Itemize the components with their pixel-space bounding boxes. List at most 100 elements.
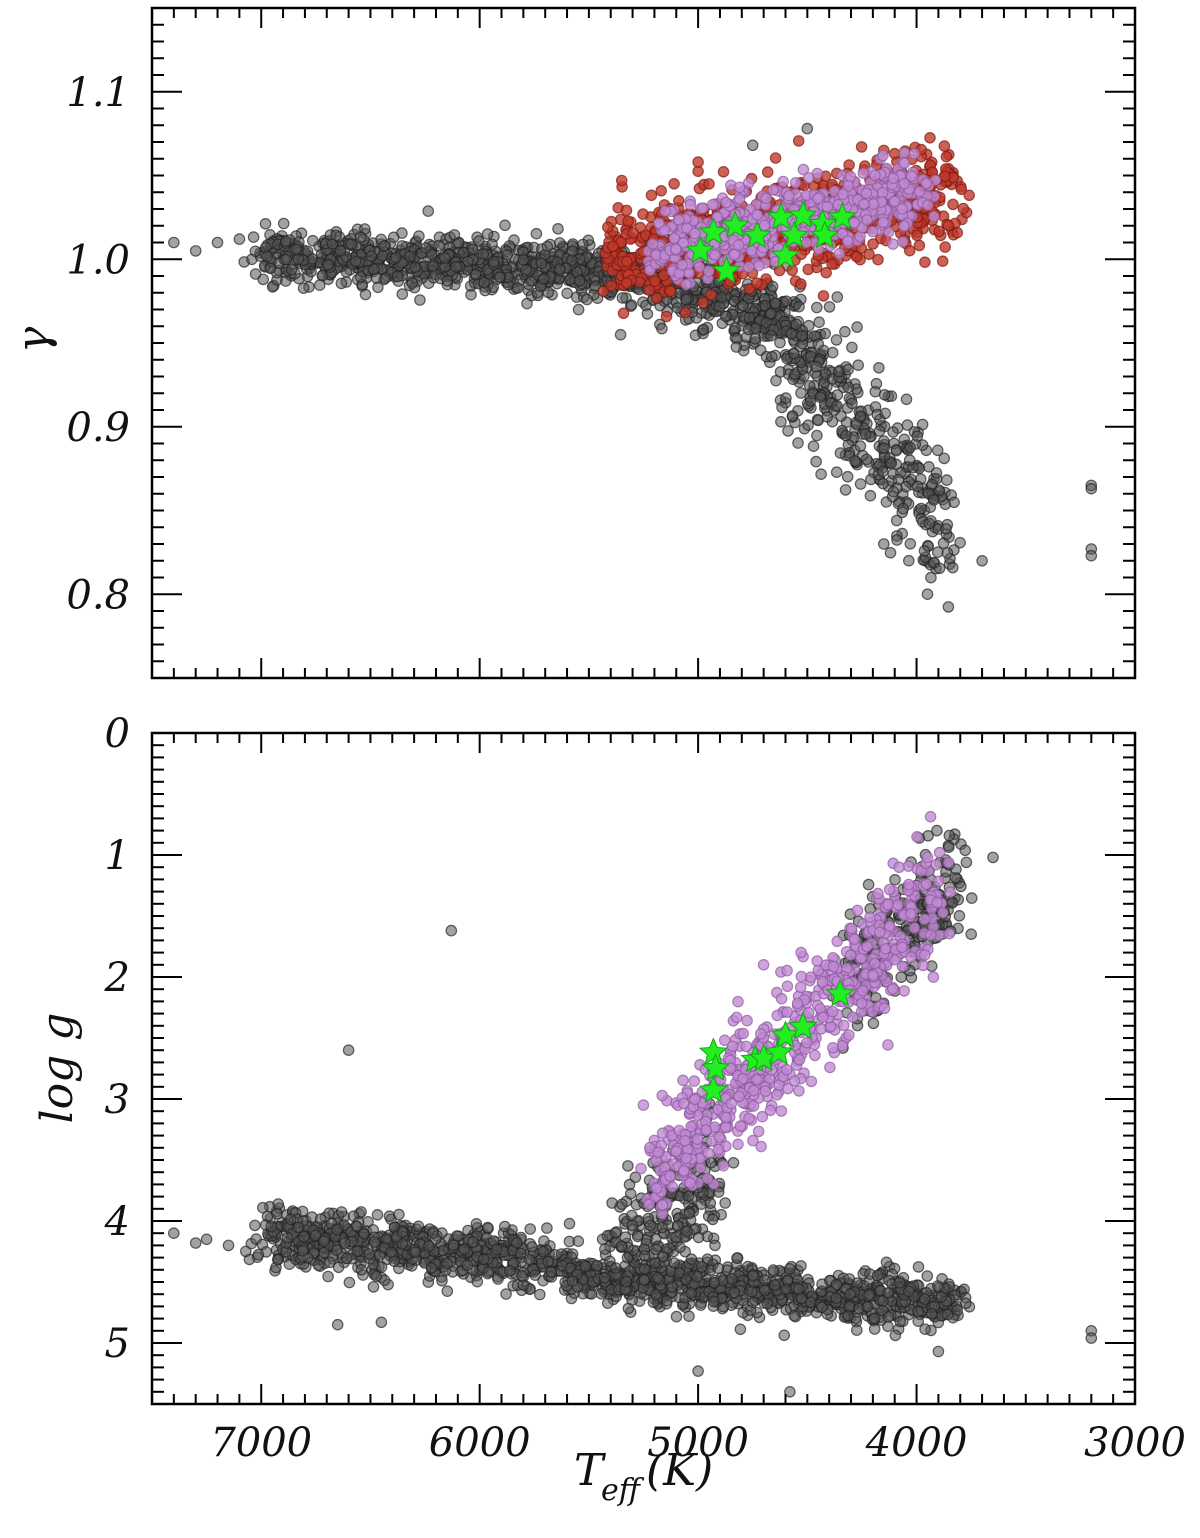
data-point bbox=[912, 1261, 925, 1273]
data-point bbox=[789, 368, 801, 381]
data-point bbox=[852, 359, 864, 371]
data-point bbox=[441, 275, 454, 287]
data-point bbox=[530, 227, 543, 240]
data-point bbox=[890, 514, 903, 527]
data-point bbox=[890, 444, 903, 457]
data-point bbox=[887, 485, 900, 498]
data-point bbox=[858, 198, 870, 210]
data-point bbox=[830, 466, 843, 478]
data-point bbox=[749, 322, 762, 334]
data-point bbox=[853, 1302, 865, 1315]
data-point bbox=[946, 561, 959, 574]
plot-area bbox=[168, 810, 1098, 1398]
data-point bbox=[669, 243, 682, 255]
data-point bbox=[812, 192, 824, 205]
data-point bbox=[668, 178, 680, 190]
data-point bbox=[697, 296, 709, 309]
data-point bbox=[1085, 482, 1098, 495]
y-tick-label: 1.0 bbox=[66, 237, 130, 283]
data-point bbox=[921, 588, 934, 600]
data-point bbox=[860, 187, 873, 199]
data-point bbox=[807, 440, 820, 452]
data-point bbox=[545, 1266, 558, 1278]
data-point bbox=[646, 238, 659, 250]
data-point bbox=[783, 1263, 796, 1275]
data-point bbox=[942, 601, 955, 613]
data-point bbox=[211, 236, 224, 249]
data-point bbox=[318, 1235, 330, 1247]
data-point bbox=[882, 1311, 895, 1323]
data-point bbox=[249, 245, 262, 258]
data-point bbox=[705, 288, 717, 301]
data-point bbox=[296, 1245, 309, 1257]
y-tick-label: 1.1 bbox=[66, 70, 130, 116]
data-point bbox=[767, 184, 780, 196]
data-point bbox=[409, 1246, 422, 1258]
data-point bbox=[954, 536, 966, 549]
data-point bbox=[261, 250, 273, 263]
data-point bbox=[767, 1264, 780, 1276]
data-point bbox=[712, 1262, 724, 1274]
data-point bbox=[692, 156, 704, 168]
data-point bbox=[854, 410, 867, 422]
data-point bbox=[561, 287, 573, 300]
data-point bbox=[312, 1259, 325, 1271]
data-point bbox=[638, 1263, 651, 1275]
data-point bbox=[541, 240, 554, 253]
data-point bbox=[758, 219, 771, 232]
data-point bbox=[660, 310, 673, 323]
data-point bbox=[695, 1261, 708, 1273]
data-point bbox=[419, 242, 432, 254]
data-point bbox=[684, 198, 697, 211]
data-point bbox=[846, 397, 858, 410]
data-point bbox=[924, 132, 936, 144]
data-point bbox=[393, 1208, 405, 1221]
data-point bbox=[625, 299, 638, 311]
data-point bbox=[823, 301, 836, 313]
data-point bbox=[826, 346, 839, 359]
data-point bbox=[627, 227, 639, 239]
data-point bbox=[951, 1304, 963, 1316]
data-point bbox=[653, 217, 665, 229]
data-point bbox=[535, 257, 548, 270]
data-point bbox=[529, 1269, 541, 1281]
data-point bbox=[409, 261, 421, 273]
data-point bbox=[363, 1248, 375, 1260]
data-point bbox=[589, 280, 602, 292]
data-point bbox=[335, 277, 348, 290]
data-point bbox=[719, 1197, 731, 1209]
data-point bbox=[189, 245, 202, 257]
data-point bbox=[414, 294, 426, 306]
data-point bbox=[631, 1230, 644, 1243]
data-point bbox=[595, 1288, 607, 1300]
data-point bbox=[837, 188, 849, 200]
data-point bbox=[343, 1276, 356, 1289]
data-point bbox=[272, 1198, 284, 1210]
data-point bbox=[925, 571, 937, 584]
data-point bbox=[850, 1324, 863, 1336]
data-point bbox=[948, 496, 960, 509]
data-point bbox=[788, 347, 800, 360]
data-point bbox=[938, 452, 950, 465]
data-point bbox=[391, 270, 404, 283]
data-point bbox=[655, 185, 667, 197]
data-point bbox=[625, 1209, 638, 1222]
data-point bbox=[450, 260, 462, 273]
data-point bbox=[447, 1239, 460, 1252]
data-point bbox=[537, 272, 550, 285]
data-point bbox=[851, 321, 863, 333]
data-point bbox=[920, 177, 933, 190]
data-point bbox=[720, 196, 732, 209]
data-point bbox=[888, 147, 901, 160]
data-point bbox=[766, 280, 779, 293]
data-point bbox=[365, 250, 378, 263]
data-point bbox=[493, 271, 506, 283]
data-point bbox=[680, 1225, 693, 1237]
data-point bbox=[624, 1188, 637, 1200]
data-point bbox=[848, 216, 860, 229]
data-point bbox=[896, 236, 909, 248]
data-point bbox=[810, 455, 822, 468]
data-point bbox=[795, 387, 807, 399]
